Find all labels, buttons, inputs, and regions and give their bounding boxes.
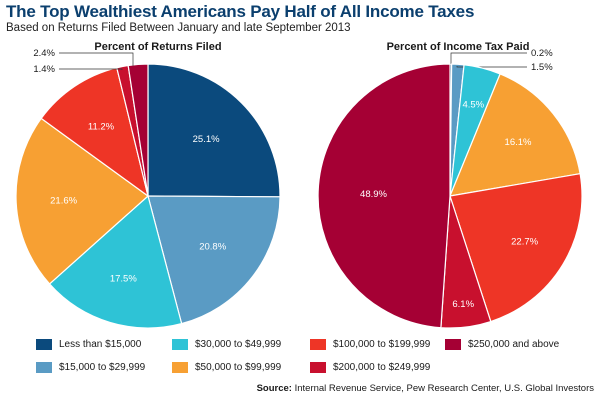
pie-chart-1: Percent of Returns Filed 25.1% 20.8% 17.5% 2… <box>15 41 281 329</box>
legend-label: $250,000 and above <box>468 339 560 350</box>
legend-label: $100,000 to $199,999 <box>333 339 431 350</box>
data-label: 1.5% <box>531 62 553 73</box>
source-note: Source: Internal Revenue Service, Pew Re… <box>257 383 594 394</box>
leader-line <box>456 66 527 68</box>
leader-line <box>59 52 134 66</box>
data-label: 11.2% <box>88 121 115 132</box>
legend-swatch <box>36 339 52 350</box>
pie-slice <box>317 63 451 329</box>
legend-swatch <box>172 362 188 373</box>
data-label: 16.1% <box>505 137 532 148</box>
leader-line <box>450 52 527 64</box>
data-label: 1.4% <box>33 64 55 75</box>
data-label: 0.2% <box>531 48 553 59</box>
legend-swatch <box>310 339 326 350</box>
legend-item: $100,000 to $199,999 <box>310 339 430 350</box>
legend-item: $15,000 to $29,999 <box>36 362 145 373</box>
pie-slice <box>40 67 149 198</box>
leader-line <box>59 68 123 70</box>
data-label: 22.7% <box>511 237 538 248</box>
data-label: 4.5% <box>462 99 484 110</box>
legend-item: $200,000 to $249,999 <box>310 362 430 373</box>
data-label: 20.8% <box>199 242 226 253</box>
legend-label: $30,000 to $49,999 <box>195 339 282 350</box>
legend-swatch <box>36 362 52 373</box>
legend-label: $200,000 to $249,999 <box>333 362 431 373</box>
data-label: 2.4% <box>33 48 55 59</box>
legend-swatch <box>310 362 326 373</box>
data-label: 25.1% <box>193 134 220 145</box>
pie-title: Percent of Income Tax Paid <box>387 41 530 53</box>
pie-slice <box>48 194 183 329</box>
pie-slice <box>15 117 149 285</box>
source-label: Source: <box>256 383 292 394</box>
legend-label: Less than $15,000 <box>59 339 142 350</box>
pie-slice <box>449 173 583 323</box>
chart-title: The Top Wealthiest Americans Pay Half of… <box>6 2 475 21</box>
legend-swatch <box>172 339 188 350</box>
pie-slice <box>147 195 281 325</box>
pie-slice <box>449 73 581 197</box>
data-label: 21.6% <box>50 196 77 207</box>
legend-label: $50,000 to $99,999 <box>195 362 282 373</box>
legend-swatch <box>445 339 461 350</box>
data-label: 48.9% <box>360 189 387 200</box>
legend-item: $30,000 to $49,999 <box>172 339 281 350</box>
legend-item: $250,000 and above <box>445 339 559 350</box>
pie-slice <box>147 63 281 198</box>
data-label: 6.1% <box>452 299 474 310</box>
data-label: 17.5% <box>110 274 137 285</box>
pie-title: Percent of Returns Filed <box>94 41 221 53</box>
legend-item: $50,000 to $99,999 <box>172 362 281 373</box>
legend-item: Less than $15,000 <box>36 339 141 350</box>
pie-slice <box>127 63 149 197</box>
chart-subtitle: Based on Returns Filed Between January a… <box>6 22 351 34</box>
source-text: Internal Revenue Service, Pew Research C… <box>294 383 594 394</box>
legend-label: $15,000 to $29,999 <box>59 362 146 373</box>
